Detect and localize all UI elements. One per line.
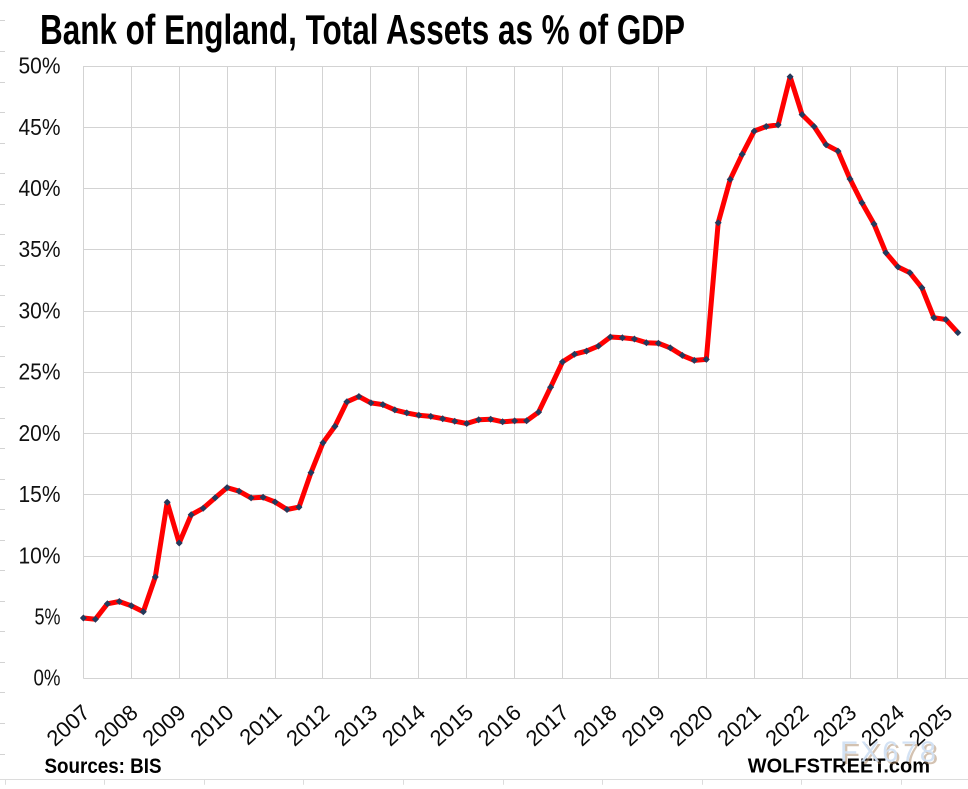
svg-text:25%: 25%: [19, 359, 61, 385]
svg-text:15%: 15%: [19, 481, 61, 507]
svg-text:Bank of England, Total Assets: Bank of England, Total Assets as % of GD…: [40, 6, 685, 53]
svg-text:10%: 10%: [19, 542, 61, 568]
svg-text:40%: 40%: [19, 175, 61, 201]
svg-text:WOLFSTREET.com: WOLFSTREET.com: [748, 756, 930, 778]
svg-text:20%: 20%: [19, 420, 61, 446]
svg-text:50%: 50%: [19, 53, 61, 79]
svg-text:FX678: FX678: [840, 737, 938, 769]
svg-text:Sources: BIS: Sources: BIS: [45, 755, 162, 778]
svg-text:45%: 45%: [19, 114, 61, 140]
svg-text:30%: 30%: [19, 297, 61, 323]
svg-text:FX678: FX678: [842, 739, 940, 771]
svg-text:0%: 0%: [34, 665, 61, 691]
svg-text:5%: 5%: [35, 604, 61, 630]
svg-text:35%: 35%: [19, 236, 61, 262]
